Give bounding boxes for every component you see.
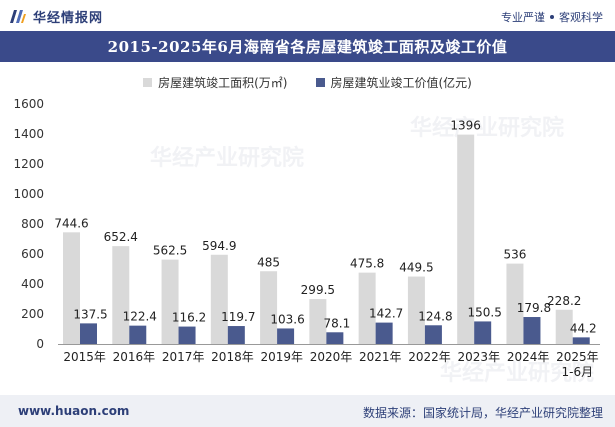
y-tick-label: 1600 (13, 97, 44, 111)
bar-area (407, 276, 425, 344)
data-label-value: 44.2 (570, 321, 597, 335)
slogan-right: 客观科学 (559, 11, 603, 24)
legend-swatch-area (143, 77, 153, 87)
data-label-area: 228.2 (547, 294, 581, 308)
bar-area (260, 271, 278, 344)
data-label-area: 475.8 (350, 257, 384, 271)
brand-name: 华经情报网 (33, 10, 104, 26)
legend-item-value: 房屋建筑业竣工价值(亿元) (315, 74, 472, 91)
x-tick-label: 1-6月 (562, 365, 594, 379)
x-tick-label: 2024年 (507, 350, 550, 364)
slogan-left: 专业严谨 (501, 11, 545, 24)
data-label-value: 142.7 (369, 307, 403, 321)
x-tick-label: 2017年 (162, 350, 205, 364)
x-tick-label: 2015年 (63, 350, 106, 364)
bar-area (63, 232, 80, 344)
x-tick-label: 2020年 (310, 350, 353, 364)
data-label-area: 594.9 (202, 239, 236, 253)
data-label-area: 485 (257, 255, 280, 269)
footer: www.huaon.com 数据来源：国家统计局，华经产业研究院整理 (0, 395, 615, 427)
y-tick-label: 1200 (13, 157, 44, 171)
bar-area (112, 246, 130, 344)
bar-value (424, 325, 442, 344)
bar-value (277, 328, 295, 344)
x-tick-label: 2016年 (113, 350, 156, 364)
x-tick-label: 2022年 (408, 350, 451, 364)
y-tick-label: 200 (21, 307, 44, 321)
data-label-value: 116.2 (172, 311, 206, 325)
data-label-value: 103.6 (270, 312, 304, 326)
y-tick-label: 600 (21, 247, 44, 261)
bar-value (474, 321, 492, 344)
y-tick-label: 0 (36, 337, 44, 351)
legend-item-area: 房屋建筑竣工面积(万㎡) (143, 74, 288, 91)
bar-value (375, 322, 393, 344)
y-tick-label: 1400 (13, 127, 44, 141)
data-label-value: 179.8 (517, 301, 551, 315)
bar-value (227, 326, 245, 344)
bar-area (210, 254, 228, 344)
bar-area (506, 263, 524, 344)
top-bar: 华经情报网 专业严谨 客观科学 (0, 0, 615, 31)
bar-value (178, 326, 196, 344)
bar-area (555, 309, 573, 344)
x-tick-label: 2025年 (556, 350, 599, 364)
footer-source: 数据来源：国家统计局，华经产业研究院整理 (362, 406, 603, 420)
data-label-area: 449.5 (399, 261, 433, 275)
y-tick-label: 1000 (13, 187, 44, 201)
bar-value (326, 332, 344, 344)
bar-value (129, 325, 147, 344)
data-label-value: 119.7 (221, 310, 255, 324)
bar-value (80, 323, 97, 344)
data-label-value: 137.5 (73, 307, 107, 321)
legend-label-value: 房屋建筑业竣工价值(亿元) (330, 75, 472, 90)
data-label-area: 1396 (450, 119, 481, 133)
chart-legend: 房屋建筑竣工面积(万㎡) 房屋建筑业竣工价值(亿元) (0, 73, 615, 91)
slogan-dot-icon (550, 15, 554, 19)
chart-title: 2015-2025年6月海南省各房屋建筑竣工面积及竣工价值 (107, 38, 508, 56)
legend-swatch-value (315, 77, 325, 87)
bar-area (358, 272, 376, 344)
x-tick-label: 2023年 (458, 350, 501, 364)
y-tick-label: 800 (21, 217, 44, 231)
legend-label-area: 房屋建筑竣工面积(万㎡) (158, 75, 288, 90)
y-tick-label: 400 (21, 277, 44, 291)
bar-area (161, 259, 179, 344)
data-label-value: 150.5 (468, 305, 502, 319)
x-tick-label: 2019年 (260, 350, 303, 364)
x-tick-label: 2018年 (211, 350, 254, 364)
bar-value (572, 337, 590, 344)
data-label-area: 536 (504, 248, 527, 262)
bar-chart: 0 200 400 600 800 1000 1200 1400 1600 744.6 137.5 2… (13, 97, 600, 379)
footer-url: www.huaon.com (18, 404, 130, 418)
bar-value (523, 317, 541, 344)
slogan: 专业严谨 客观科学 (501, 9, 603, 25)
brand: 华经情报网 (8, 6, 103, 26)
bar-area (309, 299, 327, 344)
data-label-area: 744.6 (54, 216, 88, 230)
bar-area (457, 134, 475, 344)
x-tick-label: 2021年 (359, 350, 402, 364)
data-label-area: 652.4 (104, 230, 138, 244)
title-bar: 2015-2025年6月海南省各房屋建筑竣工面积及竣工价值 (0, 31, 615, 62)
data-label-value: 122.4 (123, 310, 157, 324)
huajing-logo-icon (10, 10, 26, 23)
chart-area: 0 200 400 600 800 1000 1200 1400 1600 744.6 137.5 2… (0, 62, 615, 392)
data-label-area: 562.5 (153, 244, 187, 258)
data-label-value: 78.1 (324, 316, 351, 330)
data-label-value: 124.8 (418, 309, 452, 323)
data-label-area: 299.5 (301, 283, 335, 297)
